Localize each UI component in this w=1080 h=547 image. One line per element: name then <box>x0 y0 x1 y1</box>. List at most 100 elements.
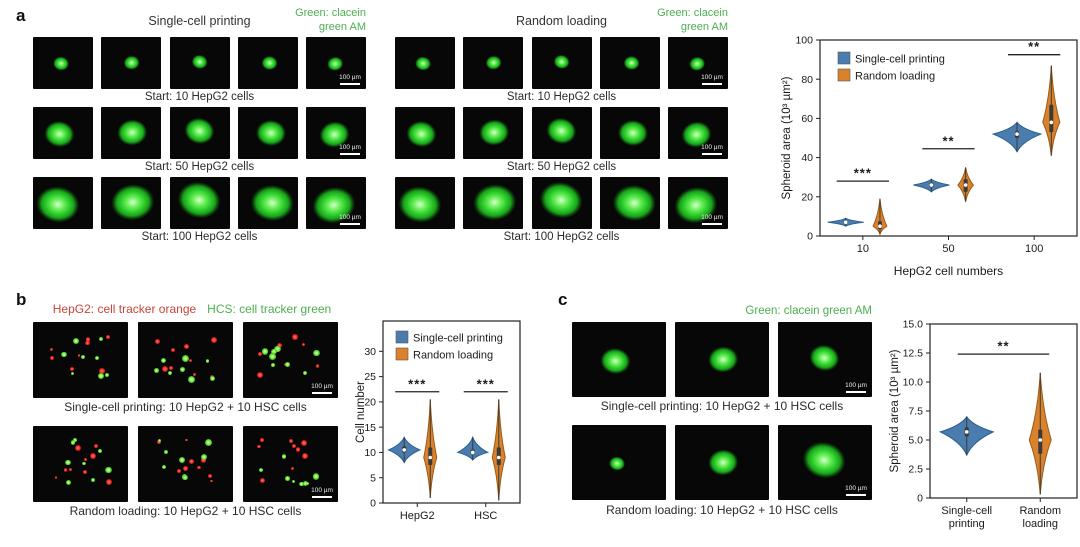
hepg2-cell-dot <box>210 479 213 483</box>
hsc-cell-dot <box>90 478 95 483</box>
hepg2-cell-dot <box>74 444 81 451</box>
spheroid-blob <box>109 182 157 223</box>
micrograph-row-10-cells: 100 µm <box>33 37 366 89</box>
block-title: Single-cell printing <box>148 14 251 28</box>
hsc-cell-dot <box>105 467 112 474</box>
scale-bar: 100 µm <box>700 145 724 155</box>
stain-note: Green: clacein green AM <box>295 7 366 33</box>
svg-text:5: 5 <box>370 472 376 484</box>
panel-a-single-cell-printing-block: Single-cell printing Green: clacein gree… <box>33 7 366 247</box>
hepg2-cell-dot <box>188 359 192 362</box>
hsc-cell-dot <box>271 348 277 355</box>
spheroid-blob <box>254 118 287 148</box>
spheroid-area-violin-chart: 0 20 40 60 80 100 10 50 100 Spheroid area (10³ µm… <box>781 35 1078 278</box>
hepg2-cell-dot <box>168 366 173 371</box>
spheroid-micrograph <box>463 107 524 159</box>
spheroid-micrograph <box>463 37 524 89</box>
cell-number-violin-chart: 0 5 10 15 20 25 30 HepG2 HSC Cell number *** *** Sin… <box>355 320 521 522</box>
coculture-micrograph <box>33 322 128 398</box>
scale-bar: 100 µm <box>700 75 724 85</box>
row-caption: Random loading: 10 HepG2 + 10 HSC cells <box>69 504 302 518</box>
hsc-cell-dot <box>105 373 109 377</box>
hepg2-cell-dot <box>157 440 161 444</box>
spheroid-micrograph <box>101 37 162 89</box>
hepg2-cell-dot <box>54 475 58 479</box>
scale-bar: 100 µm <box>310 384 334 394</box>
hepg2-cell-dot <box>162 365 169 372</box>
panel-c-label: c <box>558 290 568 309</box>
block-header: Random loading Green: clacein green AM <box>395 7 728 37</box>
micrograph-row-100-cells: 100 µm <box>395 177 728 229</box>
hepg2-stain-note: HepG2: cell tracker orange <box>52 302 197 316</box>
svg-text:0: 0 <box>917 493 923 505</box>
coculture-micrograph <box>138 426 233 502</box>
spheroid-micrograph: 100 µm <box>668 177 728 229</box>
hepg2-cell-dot <box>106 478 113 485</box>
svg-text:***: *** <box>854 166 872 181</box>
block-title: Random loading <box>515 14 608 28</box>
hsc-cell-dot <box>94 356 99 361</box>
svg-text:printing: printing <box>949 518 985 530</box>
hsc-cell-dot <box>299 481 304 487</box>
spheroid-micrograph <box>169 37 230 89</box>
hsc-cell-dot <box>82 461 86 465</box>
spheroid-micrograph <box>33 107 93 159</box>
hepg2-cell-dot <box>63 468 68 472</box>
hepg2-cell-dot <box>256 371 263 378</box>
spheroid-micrograph <box>463 177 524 229</box>
svg-text:12.5: 12.5 <box>903 348 924 360</box>
svg-text:40: 40 <box>801 152 813 164</box>
spheroid-blob <box>551 53 571 71</box>
spheroid-blob <box>687 55 707 73</box>
hepg2-cell-dot <box>90 453 97 460</box>
spheroid-blob <box>404 119 439 150</box>
hsc-cell-dot <box>271 363 275 367</box>
hepg2-cell-dot <box>259 477 265 483</box>
svg-text:50: 50 <box>942 243 954 255</box>
svg-text:100: 100 <box>795 35 813 47</box>
hsc-cell-dot <box>302 481 308 486</box>
coculture-micrograph-row-random: 100 µm <box>33 426 338 502</box>
hsc-cell-dot <box>305 481 310 485</box>
scale-bar: 100 µm <box>338 215 362 225</box>
spheroid-blob <box>798 436 850 483</box>
svg-text:30: 30 <box>364 346 376 358</box>
svg-text:20: 20 <box>364 396 376 408</box>
row-caption: Single-cell printing: 10 HepG2 + 10 HSC … <box>64 400 307 414</box>
hsc-cell-dot <box>205 359 210 363</box>
spheroid-micrograph <box>675 425 769 500</box>
hsc-cell-dot <box>98 448 102 453</box>
hepg2-cell-dot <box>105 334 110 339</box>
hsc-cell-dot <box>284 362 290 367</box>
hsc-cell-dot <box>167 370 173 376</box>
hsc-cell-dot <box>181 354 189 362</box>
svg-text:Cell number: Cell number <box>355 381 367 443</box>
hepg2-cell-dot <box>94 443 99 448</box>
svg-text:Random loading: Random loading <box>855 71 935 83</box>
hepg2-cell-dot <box>185 438 189 442</box>
hepg2-cell-dot <box>84 457 88 461</box>
svg-text:0: 0 <box>370 498 376 510</box>
spheroid-blob <box>478 117 511 147</box>
spheroid-blob <box>116 117 149 147</box>
svg-text:80: 80 <box>801 74 813 86</box>
micrograph-row-100-cells: 100 µm <box>33 177 366 229</box>
spheroid-micrograph <box>101 107 162 159</box>
svg-text:***: *** <box>477 376 495 391</box>
hsc-cell-dot <box>61 351 67 357</box>
hepg2-cell-dot <box>69 467 72 471</box>
spheroid-micrograph <box>33 177 93 229</box>
spheroid-blob <box>598 345 633 376</box>
hsc-cell-dot <box>98 373 104 379</box>
svg-text:60: 60 <box>801 113 813 125</box>
spheroid-micrograph <box>33 37 93 89</box>
svg-text:loading: loading <box>1023 518 1058 530</box>
row-caption: Random loading: 10 HepG2 + 10 HSC cells <box>606 503 838 517</box>
hepg2-cell-dot <box>184 343 190 349</box>
spheroid-blob <box>42 119 77 150</box>
hsc-cell-dot <box>157 438 162 443</box>
hsc-cell-dot <box>312 349 320 357</box>
svg-text:Random: Random <box>1019 505 1061 517</box>
hepg2-cell-dot <box>189 458 194 464</box>
hepg2-cell-dot <box>154 339 160 345</box>
